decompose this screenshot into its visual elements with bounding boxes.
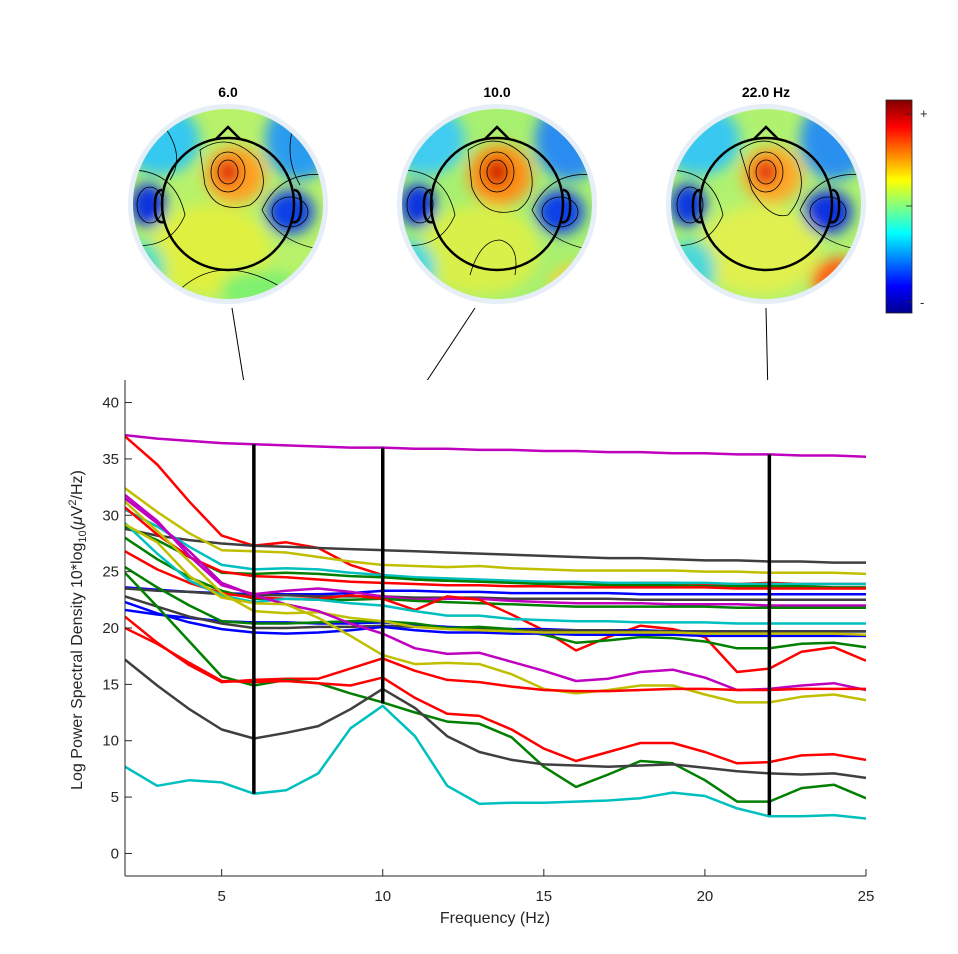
y-axis-label: Log Power Spectral Density 10*log10(μV2/… <box>67 470 89 790</box>
y-axis-label-sup: 2 <box>67 499 79 505</box>
y-ticks: 0 5 10 15 20 25 30 35 40 <box>102 395 132 862</box>
topomap-title-2: 22.0 Hz <box>742 84 790 100</box>
topomap-22hz: 22.0 Hz <box>666 84 866 304</box>
series-line-22 <box>125 626 866 765</box>
series-line-8 <box>125 587 866 602</box>
topomap-6hz: 6.0 <box>128 84 328 304</box>
series-line-12 <box>125 522 866 625</box>
x-axis-label: Frequency (Hz) <box>440 910 550 927</box>
y-tick-label-4: 20 <box>102 620 119 637</box>
series-layer <box>125 433 866 820</box>
series-line-2 <box>125 527 866 564</box>
series-line-20 <box>125 615 866 693</box>
topomap-10hz: 10.0 <box>397 84 597 304</box>
series-line-0 <box>125 433 866 458</box>
series-line-19 <box>125 523 866 704</box>
y-axis-label-part-a: Log Power Spectral Density 10*log <box>69 543 86 790</box>
series-line-4 <box>125 508 866 586</box>
series-line-24 <box>125 704 866 820</box>
topomap-title-0: 6.0 <box>218 84 238 100</box>
topomap-title-1: 10.0 <box>483 84 510 100</box>
y-tick-label-1: 5 <box>111 789 119 806</box>
y-tick-label-2: 10 <box>102 733 119 750</box>
y-axis-label-part-c: V <box>69 505 86 516</box>
x-ticks: 5 10 15 20 25 <box>217 869 874 905</box>
series-line-16 <box>125 600 866 638</box>
marker-layer <box>252 444 772 816</box>
series-line-5 <box>125 525 866 589</box>
colorbar: + - <box>885 99 928 314</box>
y-axis-label-mu: μ <box>69 516 86 526</box>
y-axis-label-part-d: /Hz) <box>69 470 86 499</box>
x-tick-label-2: 15 <box>535 888 552 905</box>
series-line-6 <box>125 506 866 590</box>
x-tick-label-3: 20 <box>697 888 714 905</box>
y-tick-label-5: 25 <box>102 564 119 581</box>
y-tick-label-8: 40 <box>102 395 119 412</box>
y-axis-label-sub: 10 <box>77 530 89 542</box>
y-tick-label-3: 15 <box>102 676 119 693</box>
colorbar-min-label: - <box>920 295 924 310</box>
series-line-3 <box>125 487 866 576</box>
y-axis-label-part-b: ( <box>69 524 86 530</box>
x-tick-label-1: 10 <box>374 888 391 905</box>
series-line-15 <box>125 566 866 650</box>
y-tick-label-0: 0 <box>111 845 119 862</box>
x-tick-label-4: 25 <box>858 888 875 905</box>
colorbar-max-label: + <box>920 106 928 121</box>
y-tick-label-6: 30 <box>102 507 119 524</box>
y-tick-label-7: 35 <box>102 451 119 468</box>
series-line-17 <box>125 500 866 637</box>
series-line-11 <box>125 550 866 674</box>
series-line-21 <box>125 571 866 803</box>
x-tick-label-0: 5 <box>217 888 225 905</box>
series-line-23 <box>125 658 866 780</box>
